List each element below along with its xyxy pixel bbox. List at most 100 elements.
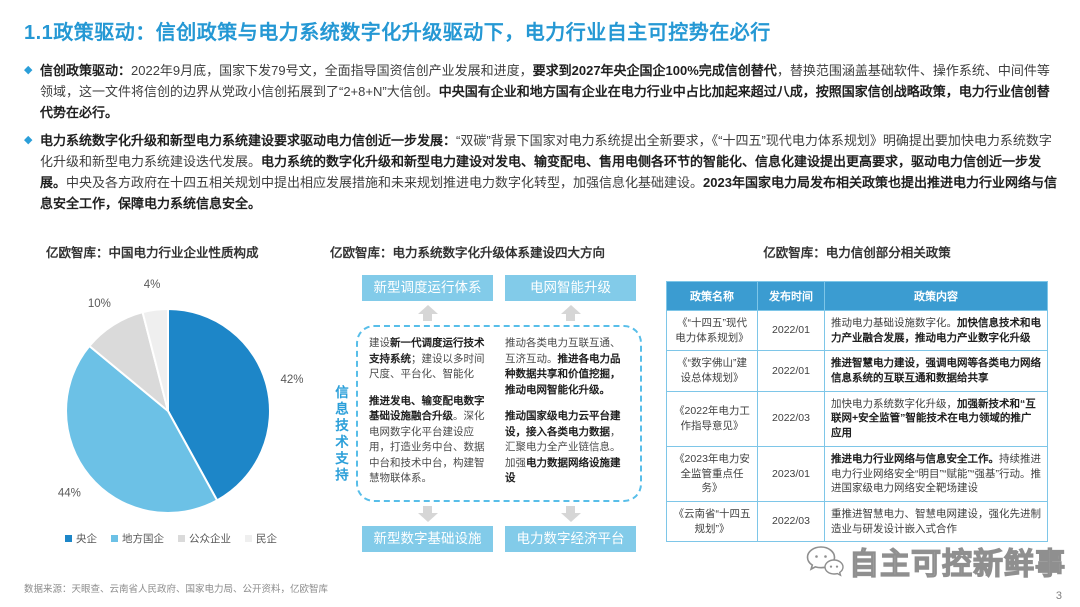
legend-swatch	[245, 535, 252, 542]
policy-table: 政策名称 发布时间 政策内容 《“十四五”现代电力体系规划》 2022/01 推动电…	[666, 281, 1048, 543]
policy-date-cell: 2022/01	[757, 309, 825, 352]
text-segment: 持续推进电力行业网络安全“明目”“赋能”“强基”行动。推进国家级电力网络安全靶场…	[831, 452, 1041, 495]
policy-name-cell: 《“十四五”现代电力体系规划》	[666, 309, 758, 352]
diagram-bottom-boxes: 新型数字基础设施 电力数字经济平台	[356, 525, 642, 552]
text-segment: 建设	[369, 337, 390, 349]
bullet-item: ◆ 电力系统数字化升级和新型电力系统建设要求驱动电力信创近一步发展：“双碳”背景…	[24, 130, 1062, 214]
text-segment: 推进电力行业网络与信息安全工作。	[831, 452, 999, 465]
legend-item: 央企	[65, 531, 97, 546]
arrow-down-icon	[560, 505, 581, 522]
up-arrow-row	[356, 305, 642, 321]
legend-swatch	[65, 535, 72, 542]
policy-name-cell: 《2022年电力工作指导意见》	[666, 390, 758, 447]
diagram-body: 信息技术支持 新型调度运行体系 电网智能升级 建设新一代调度运行技术支持系统；建…	[330, 275, 642, 552]
diagram-paragraph: 建设新一代调度运行技术支持系统；建设以多时间尺度、平台化、智能化	[369, 336, 493, 383]
policy-content-cell: 推动电力基础设施数字化。加快信息技术和电力产业融合发展，推动电力产业数字化升级	[824, 309, 1048, 352]
bullet-text: 信创政策驱动：2022年9月底，国家下发79号文，全面指导国资信创产业发展和进度…	[40, 60, 1062, 123]
text-segment: “双碳”背景下国家对电力系统提出全新要求，《“十四五”现代电力体系规划》明确提出…	[40, 133, 1052, 170]
pie-slice-地方国企	[65, 344, 219, 514]
header-policy-name: 政策名称	[666, 281, 758, 311]
text-segment: 推进智慧电力建设，强调电网等各类电力网络信息系统的互联互通和数据给共享	[831, 357, 1041, 385]
pie-slice-央企	[167, 307, 271, 502]
bullet-item: ◆ 信创政策驱动：2022年9月底，国家下发79号文，全面指导国资信创产业发展和…	[24, 60, 1062, 123]
diagram-col-0: 建设新一代调度运行技术支持系统；建设以多时间尺度、平台化、智能化推进发电、输变配…	[369, 336, 493, 498]
text-segment: 信创政策驱动：	[40, 63, 132, 78]
pie-chart-section: 亿欧智库：中国电力行业企业性质构成 42% 44% 10% 4% 央企 地方国企 公众企业…	[22, 236, 320, 546]
legend-swatch	[111, 535, 118, 542]
text-segment: 电力系统数字化升级和新型电力系统建设要求驱动电力信创近一步发展：	[40, 133, 457, 149]
pie-value-label: 10%	[88, 298, 111, 310]
diagram-paragraph: 推进发电、输变配电数字基础设施融合升级。深化电网数字化平台建设应用，打造业务中台…	[369, 394, 493, 487]
legend-label: 民企	[256, 533, 277, 545]
diamond-bullet-icon: ◆	[24, 64, 33, 76]
legend-item: 民企	[245, 531, 277, 546]
page-title: 1.1政策驱动：信创政策与电力系统数字化升级驱动下，电力行业自主可控势在必行	[24, 22, 771, 44]
arrow-up-icon	[560, 305, 581, 321]
legend-label: 公众企业	[189, 533, 231, 545]
diagram-side-label: 信息技术支持	[333, 385, 348, 484]
arrow-cell	[362, 505, 493, 522]
bullet-list: ◆ 信创政策驱动：2022年9月底，国家下发79号文，全面指导国资信创产业发展和…	[24, 60, 1062, 221]
diagram-box-bottom-left: 新型数字基础设施	[362, 525, 493, 552]
data-source-note: 数据来源：天眼查、云南省人民政府、国家电力局、公开资料，亿欧智库	[24, 584, 329, 595]
text-segment: 电力数据网络设施建设	[505, 456, 621, 485]
policy-name-cell: 《2023年电力安全监管重点任务》	[666, 445, 758, 502]
policy-date-cell: 2022/03	[757, 390, 825, 447]
text-segment: 电力系统的数字化升级和新型电力建设对发电、输变配电、售用电侧各环节的智能化、信息…	[40, 154, 1042, 191]
legend-label: 央企	[76, 533, 97, 545]
arrow-cell	[505, 305, 636, 321]
arrow-down-icon	[417, 505, 438, 522]
text-segment: 加快电力系统数字化升级，	[831, 397, 957, 410]
text-segment: 推动电力基础设施数字化。	[831, 317, 957, 329]
text-segment: ，替换范围涵盖基础软件、操作系统、中间件等领域，这一文件将信创的边界从党政小信创…	[40, 63, 1050, 100]
policy-date-cell: 2022/03	[757, 500, 825, 543]
text-segment: 推动国家级电力云平台建设，接入各类电力数据	[505, 410, 621, 438]
diagram-box-top-left: 新型调度运行体系	[362, 275, 493, 301]
legend-item: 公众企业	[178, 531, 231, 546]
down-arrow-row	[356, 505, 642, 522]
arrow-cell	[362, 305, 493, 321]
arrow-cell	[505, 505, 636, 522]
text-segment: 推进发电、输变配电数字基础设施融合升级	[369, 394, 485, 423]
text-segment: 中央国有企业和地方国有企业在电力行业中占比加起来超过八成，按照国家信创战略政策，…	[40, 84, 1050, 121]
pie-value-label: 4%	[144, 279, 161, 291]
legend-swatch	[178, 535, 185, 542]
diagram-dashed-panel: 建设新一代调度运行技术支持系统；建设以多时间尺度、平台化、智能化推进发电、输变配…	[356, 325, 642, 502]
text-segment: 加强新技术和“互联网+安全监管”智能技术在电力领域的推广应用	[831, 397, 1036, 440]
policy-content-cell: 重推进智慧电力、智慧电网建设，强化先进制造业与研发设计嵌入式合作	[824, 500, 1048, 543]
policy-table-head: 政策名称 发布时间 政策内容	[666, 281, 1048, 311]
text-segment: 。深化电网数字化平台建设应用，打造业务中台、数据中台和技术中台，构建智慧物联体系…	[369, 410, 485, 485]
policy-name-cell: 《云南省“十四五规划”》	[666, 500, 758, 543]
policy-header-row: 政策名称 发布时间 政策内容	[666, 281, 1048, 311]
wechat-bubbles-icon	[806, 546, 844, 577]
policy-table-body: 《“十四五”现代电力体系规划》 2022/01 推动电力基础设施数字化。加快信息技术…	[666, 309, 1048, 543]
policy-date-cell: 2023/01	[757, 445, 825, 502]
legend-item: 地方国企	[111, 531, 164, 546]
text-segment: 2022年9月底，国家下发79号文，全面指导国资信创产业发展和进度，	[131, 63, 533, 78]
text-segment: 推进各电力品种数据共享和价值挖掘，推动电网智能化升级。	[505, 352, 621, 396]
policy-content-cell: 推进智慧电力建设，强调电网等各类电力网络信息系统的互联互通和数据给共享	[824, 350, 1048, 392]
policy-row: 《云南省“十四五规划”》 2022/03 重推进智慧电力、智慧电网建设，强化先进制造…	[666, 500, 1048, 543]
text-segment: 要求到2027年央企国企100%完成信创替代	[532, 63, 777, 78]
diagram-paragraph: 推动各类电力互联互通、互济互动。推进各电力品种数据共享和价值挖掘，推动电网智能化…	[505, 336, 629, 398]
text-segment: 中央及各方政府在十四五相关规划中提出相应发展措施和未来规划推进电力数字化转型，加…	[66, 175, 704, 191]
policy-date-cell: 2022/01	[757, 350, 825, 392]
pie-legend: 央企 地方国企 公众企业 民企	[22, 531, 320, 546]
text-segment: 新一代调度运行技术支持系统	[369, 337, 485, 365]
pie-slice-民企	[141, 307, 169, 412]
text-segment: 重推进智慧电力、智慧电网建设，强化先进制造业与研发设计嵌入式合作	[831, 507, 1041, 535]
policy-row: 《2023年电力安全监管重点任务》 2023/01 推进电力行业网络与信息安全工作。…	[666, 445, 1048, 502]
pie-chart-svg: 42% 44% 10% 4%	[58, 279, 304, 514]
policy-content-cell: 推进电力行业网络与信息安全工作。持续推进电力行业网络安全“明目”“赋能”“强基”…	[824, 445, 1048, 502]
page-number: 3	[1055, 590, 1062, 602]
text-segment: 2023年国家电力局发布相关政策也提出推进电力行业网络与信息安全工作，保障电力系…	[40, 175, 1057, 212]
bullet-text: 电力系统数字化升级和新型电力系统建设要求驱动电力信创近一步发展：“双碳”背景下国…	[40, 130, 1062, 214]
diagram-box-top-right: 电网智能升级	[505, 275, 636, 301]
pie-value-label: 42%	[280, 374, 303, 386]
diagram-main: 新型调度运行体系 电网智能升级 建设新一代调度运行技术支持系统；建设以多时间尺度…	[356, 275, 642, 552]
text-segment: 加快信息技术和电力产业融合发展，推动电力产业数字化升级	[831, 317, 1041, 344]
legend-label: 地方国企	[122, 533, 164, 545]
policy-table-section: 亿欧智库：电力信创部分相关政策 政策名称 发布时间 政策内容 《“十四五”现代电…	[666, 236, 1048, 543]
diagram-paragraph: 推动国家级电力云平台建设，接入各类电力数据，汇聚电力全产业链信息。加强电力数据网…	[505, 409, 629, 487]
policy-table-title: 亿欧智库：电力信创部分相关政策	[763, 246, 951, 260]
